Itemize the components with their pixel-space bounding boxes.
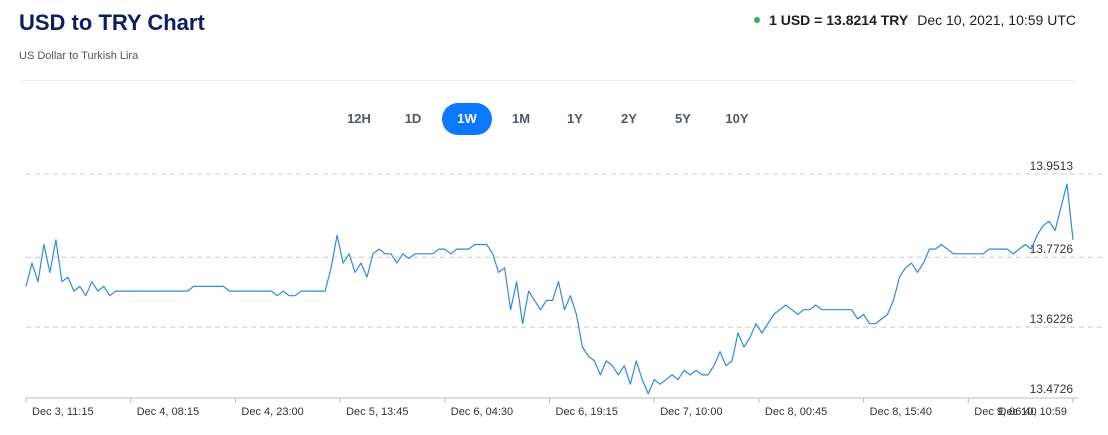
page-title: USD to TRY Chart xyxy=(19,10,205,35)
x-tick-label: Dec 4, 08:15 xyxy=(137,406,199,418)
tab-1d[interactable]: 1D xyxy=(404,111,422,126)
tab-12h[interactable]: 12H xyxy=(347,111,371,126)
usd-try-rate-line[interactable] xyxy=(25,183,1074,395)
page-subtitle: US Dollar to Turkish Lira xyxy=(19,50,139,62)
x-tick-label: Dec 6, 19:15 xyxy=(556,406,618,418)
rate-value: 1 USD = 13.8214 TRY xyxy=(769,12,909,28)
current-rate: 1 USD = 13.8214 TRY Dec 10, 2021, 10:59 … xyxy=(754,12,1076,28)
rate-timestamp: Dec 10, 2021, 10:59 UTC xyxy=(917,12,1076,28)
x-tick-label: Dec 4, 23:00 xyxy=(241,406,303,418)
live-status-dot xyxy=(754,17,761,23)
range-tabs: 12H 1D 1W 1M 1Y 2Y 5Y 10Y xyxy=(334,103,762,135)
header-divider xyxy=(19,80,1076,81)
tab-1y[interactable]: 1Y xyxy=(567,111,583,126)
y-tick-label: 13.9513 xyxy=(1030,159,1074,173)
tab-1m[interactable]: 1M xyxy=(511,111,531,126)
x-tick-label: Dec 8, 00:45 xyxy=(765,406,827,418)
x-tick-label: Dec 9, 06:40 xyxy=(974,406,1036,418)
y-tick-label: 13.6226 xyxy=(1030,312,1074,326)
y-tick-label: 13.4726 xyxy=(1030,382,1074,396)
x-tick-label: Dec 8, 15:40 xyxy=(870,406,932,418)
x-tick-label: Dec 5, 13:45 xyxy=(346,406,408,418)
tab-1w[interactable]: 1W xyxy=(442,103,492,135)
x-tick-label: Dec 6, 04:30 xyxy=(451,406,513,418)
tab-2y[interactable]: 2Y xyxy=(621,111,637,126)
x-tick-label: Dec 7, 10:00 xyxy=(660,406,722,418)
x-tick-label: Dec 3, 11:15 xyxy=(32,406,94,418)
y-tick-label: 13.7726 xyxy=(1030,242,1074,256)
x-tick-label: Dec 10, 10:59 xyxy=(999,406,1068,418)
tab-5y[interactable]: 5Y xyxy=(675,111,691,126)
tab-10y[interactable]: 10Y xyxy=(725,111,749,126)
